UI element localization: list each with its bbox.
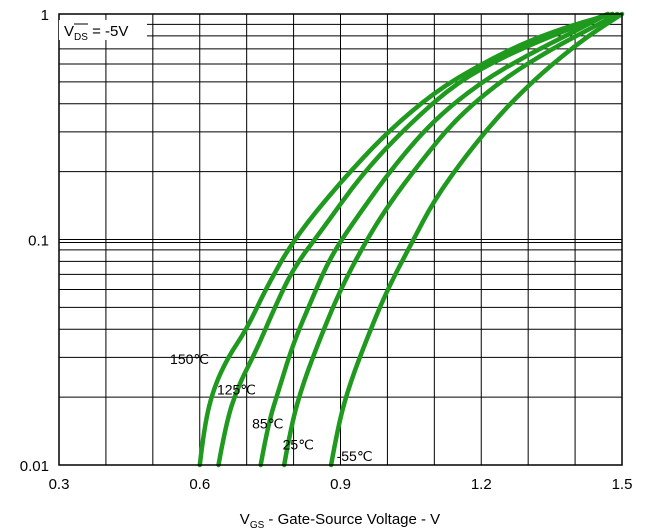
curve-labels: 150℃ 125℃ 85℃25℃ -55℃ xyxy=(170,351,373,464)
series-label: 85℃ xyxy=(252,416,283,432)
series-line xyxy=(216,11,611,468)
y-tick-label: 1 xyxy=(41,7,49,24)
grid xyxy=(59,14,622,465)
series-label: 25℃ xyxy=(283,437,314,453)
annotation-background xyxy=(59,20,147,40)
x-tick-label: 1.2 xyxy=(471,476,492,493)
plot-frame xyxy=(58,13,623,466)
series-line xyxy=(258,11,611,468)
series-label: 125℃ xyxy=(217,382,256,398)
series-label: -55℃ xyxy=(337,448,373,464)
tick-labels: 0.3 0.6 0.9 1.2 1.5 0.01 0.1 1 xyxy=(20,7,633,493)
y-tick-label: 0.1 xyxy=(28,233,49,250)
x-tick-label: 0.6 xyxy=(189,476,210,493)
series-line xyxy=(197,11,615,468)
x-tick-label: 1.5 xyxy=(612,476,633,493)
y-tick-label: 0.01 xyxy=(20,458,49,475)
x-tick-label: 0.9 xyxy=(330,476,351,493)
series-line xyxy=(281,11,620,468)
curves xyxy=(197,11,625,468)
vds-annotation: VDS = -5V xyxy=(59,20,147,43)
x-axis-title: VGS - Gate-Source Voltage - V xyxy=(240,511,440,531)
series-line xyxy=(328,11,625,468)
series-label: 150℃ xyxy=(170,351,209,367)
x-tick-label: 0.3 xyxy=(49,476,70,493)
annotation-text: VDS = -5V xyxy=(64,23,128,43)
